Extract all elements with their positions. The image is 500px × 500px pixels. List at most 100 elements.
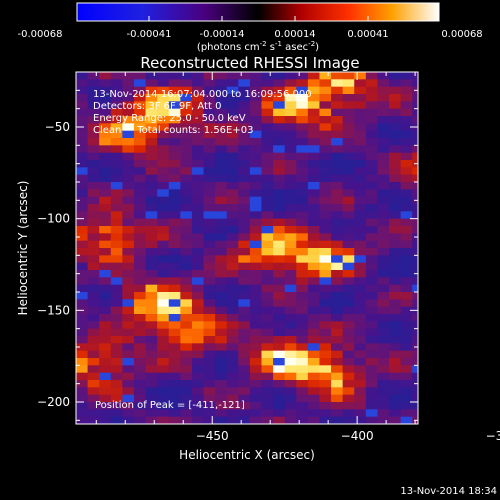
- heatmap-cell: [400, 123, 413, 132]
- heatmap-cell: [99, 182, 112, 190]
- heatmap-cell: [168, 152, 181, 161]
- heatmap-cell: [87, 204, 100, 212]
- annotation-peak-position: Position of Peak = [-411,-121]: [95, 400, 245, 411]
- heatmap-cell: [133, 387, 147, 396]
- heatmap-cell: [145, 409, 158, 418]
- heatmap-cell: [191, 292, 205, 300]
- heatmap-cell: [76, 409, 89, 418]
- heatmap-cell: [319, 321, 332, 330]
- heatmap-cell: [389, 292, 402, 300]
- heatmap-cell: [145, 299, 158, 308]
- heatmap-cell: [87, 402, 100, 410]
- heatmap-cell: [99, 167, 112, 176]
- heatmap-cell: [342, 138, 355, 146]
- heatmap-cell: [412, 328, 418, 337]
- heatmap-cell: [122, 226, 135, 234]
- heatmap-cell: [110, 211, 123, 220]
- heatmap-cell: [203, 211, 216, 220]
- heatmap-cell: [377, 343, 390, 352]
- heatmap-cell: [319, 402, 332, 410]
- heatmap-cell: [99, 79, 112, 88]
- heatmap-cell: [215, 394, 228, 403]
- heatmap-cell: [319, 394, 332, 403]
- heatmap-cell: [307, 365, 321, 374]
- heatmap-cell: [331, 270, 344, 278]
- heatmap-cell: [191, 306, 205, 315]
- heatmap-cell: [226, 167, 239, 176]
- heatmap-cell: [238, 409, 251, 418]
- heatmap-cell: [110, 284, 123, 293]
- heatmap-cell: [191, 101, 205, 110]
- heatmap-cell: [238, 358, 251, 366]
- heatmap-cell: [99, 409, 112, 418]
- heatmap-cell: [157, 226, 170, 234]
- heatmap-cell: [389, 262, 402, 271]
- heatmap-cell: [191, 255, 205, 264]
- heatmap-cell: [296, 387, 309, 396]
- heatmap-cell: [377, 86, 390, 95]
- heatmap-cell: [273, 402, 286, 410]
- heatmap-cell: [215, 270, 228, 278]
- heatmap-cell: [400, 262, 413, 271]
- heatmap-cell: [145, 350, 158, 359]
- heatmap-cell: [110, 189, 123, 198]
- heatmap-cell: [99, 116, 112, 124]
- heatmap-cell: [168, 226, 181, 234]
- heatmap-cell: [226, 72, 239, 80]
- heatmap-cell: [226, 226, 239, 234]
- heatmap-cell: [284, 314, 297, 322]
- heatmap-cell: [296, 204, 309, 212]
- heatmap-cell: [99, 130, 112, 139]
- heatmap-cell: [226, 358, 239, 366]
- heatmap-cell: [226, 402, 239, 410]
- heatmap-cell: [87, 255, 100, 264]
- heatmap-cell: [284, 182, 297, 190]
- heatmap-cell: [365, 160, 379, 168]
- heatmap-cell: [145, 72, 158, 80]
- heatmap-cell: [157, 248, 170, 256]
- heatmap-cell: [400, 116, 413, 124]
- heatmap-cell: [110, 387, 123, 396]
- heatmap-cell: [342, 416, 355, 424]
- heatmap-cell: [412, 182, 418, 190]
- heatmap-cell: [168, 321, 181, 330]
- heatmap-cell: [284, 380, 297, 388]
- heatmap-cell: [203, 255, 216, 264]
- heatmap-cell: [249, 196, 263, 205]
- heatmap-cell: [180, 182, 193, 190]
- heatmap-cell: [377, 101, 390, 110]
- heatmap-cell: [215, 174, 228, 183]
- heatmap-cell: [238, 372, 251, 381]
- heatmap-cell: [145, 321, 158, 330]
- heatmap-cell: [307, 262, 321, 271]
- heatmap-cell: [331, 284, 344, 293]
- heatmap-cell: [284, 123, 297, 132]
- heatmap-cell: [389, 328, 402, 337]
- chart-title: Reconstructed RHESSI Image: [140, 54, 359, 72]
- heatmap-cell: [122, 218, 135, 227]
- heatmap-cell: [180, 152, 193, 161]
- heatmap-cell: [412, 394, 418, 403]
- heatmap-cell: [168, 130, 181, 139]
- heatmap-cell: [365, 86, 379, 95]
- heatmap-cell: [365, 394, 379, 403]
- heatmap-cell: [342, 255, 355, 264]
- heatmap-cell: [365, 292, 379, 300]
- heatmap-cell: [273, 72, 286, 80]
- heatmap-cell: [249, 130, 263, 139]
- heatmap-cell: [273, 101, 286, 110]
- heatmap-cell: [319, 365, 332, 374]
- heatmap-cell: [365, 182, 379, 190]
- heatmap-cell: [249, 402, 263, 410]
- heatmap-cell: [157, 108, 170, 117]
- heatmap-cell: [168, 402, 181, 410]
- heatmap-cell: [226, 270, 239, 278]
- heatmap-cell: [238, 182, 251, 190]
- colorbar-units: (photons cm-2 s-1 asec-2): [197, 40, 319, 53]
- heatmap-cell: [226, 328, 239, 337]
- heatmap-cell: [296, 306, 309, 315]
- heatmap-cell: [354, 108, 367, 117]
- heatmap-cell: [389, 72, 402, 80]
- heatmap-cell: [133, 86, 147, 95]
- heatmap-cell: [145, 336, 158, 344]
